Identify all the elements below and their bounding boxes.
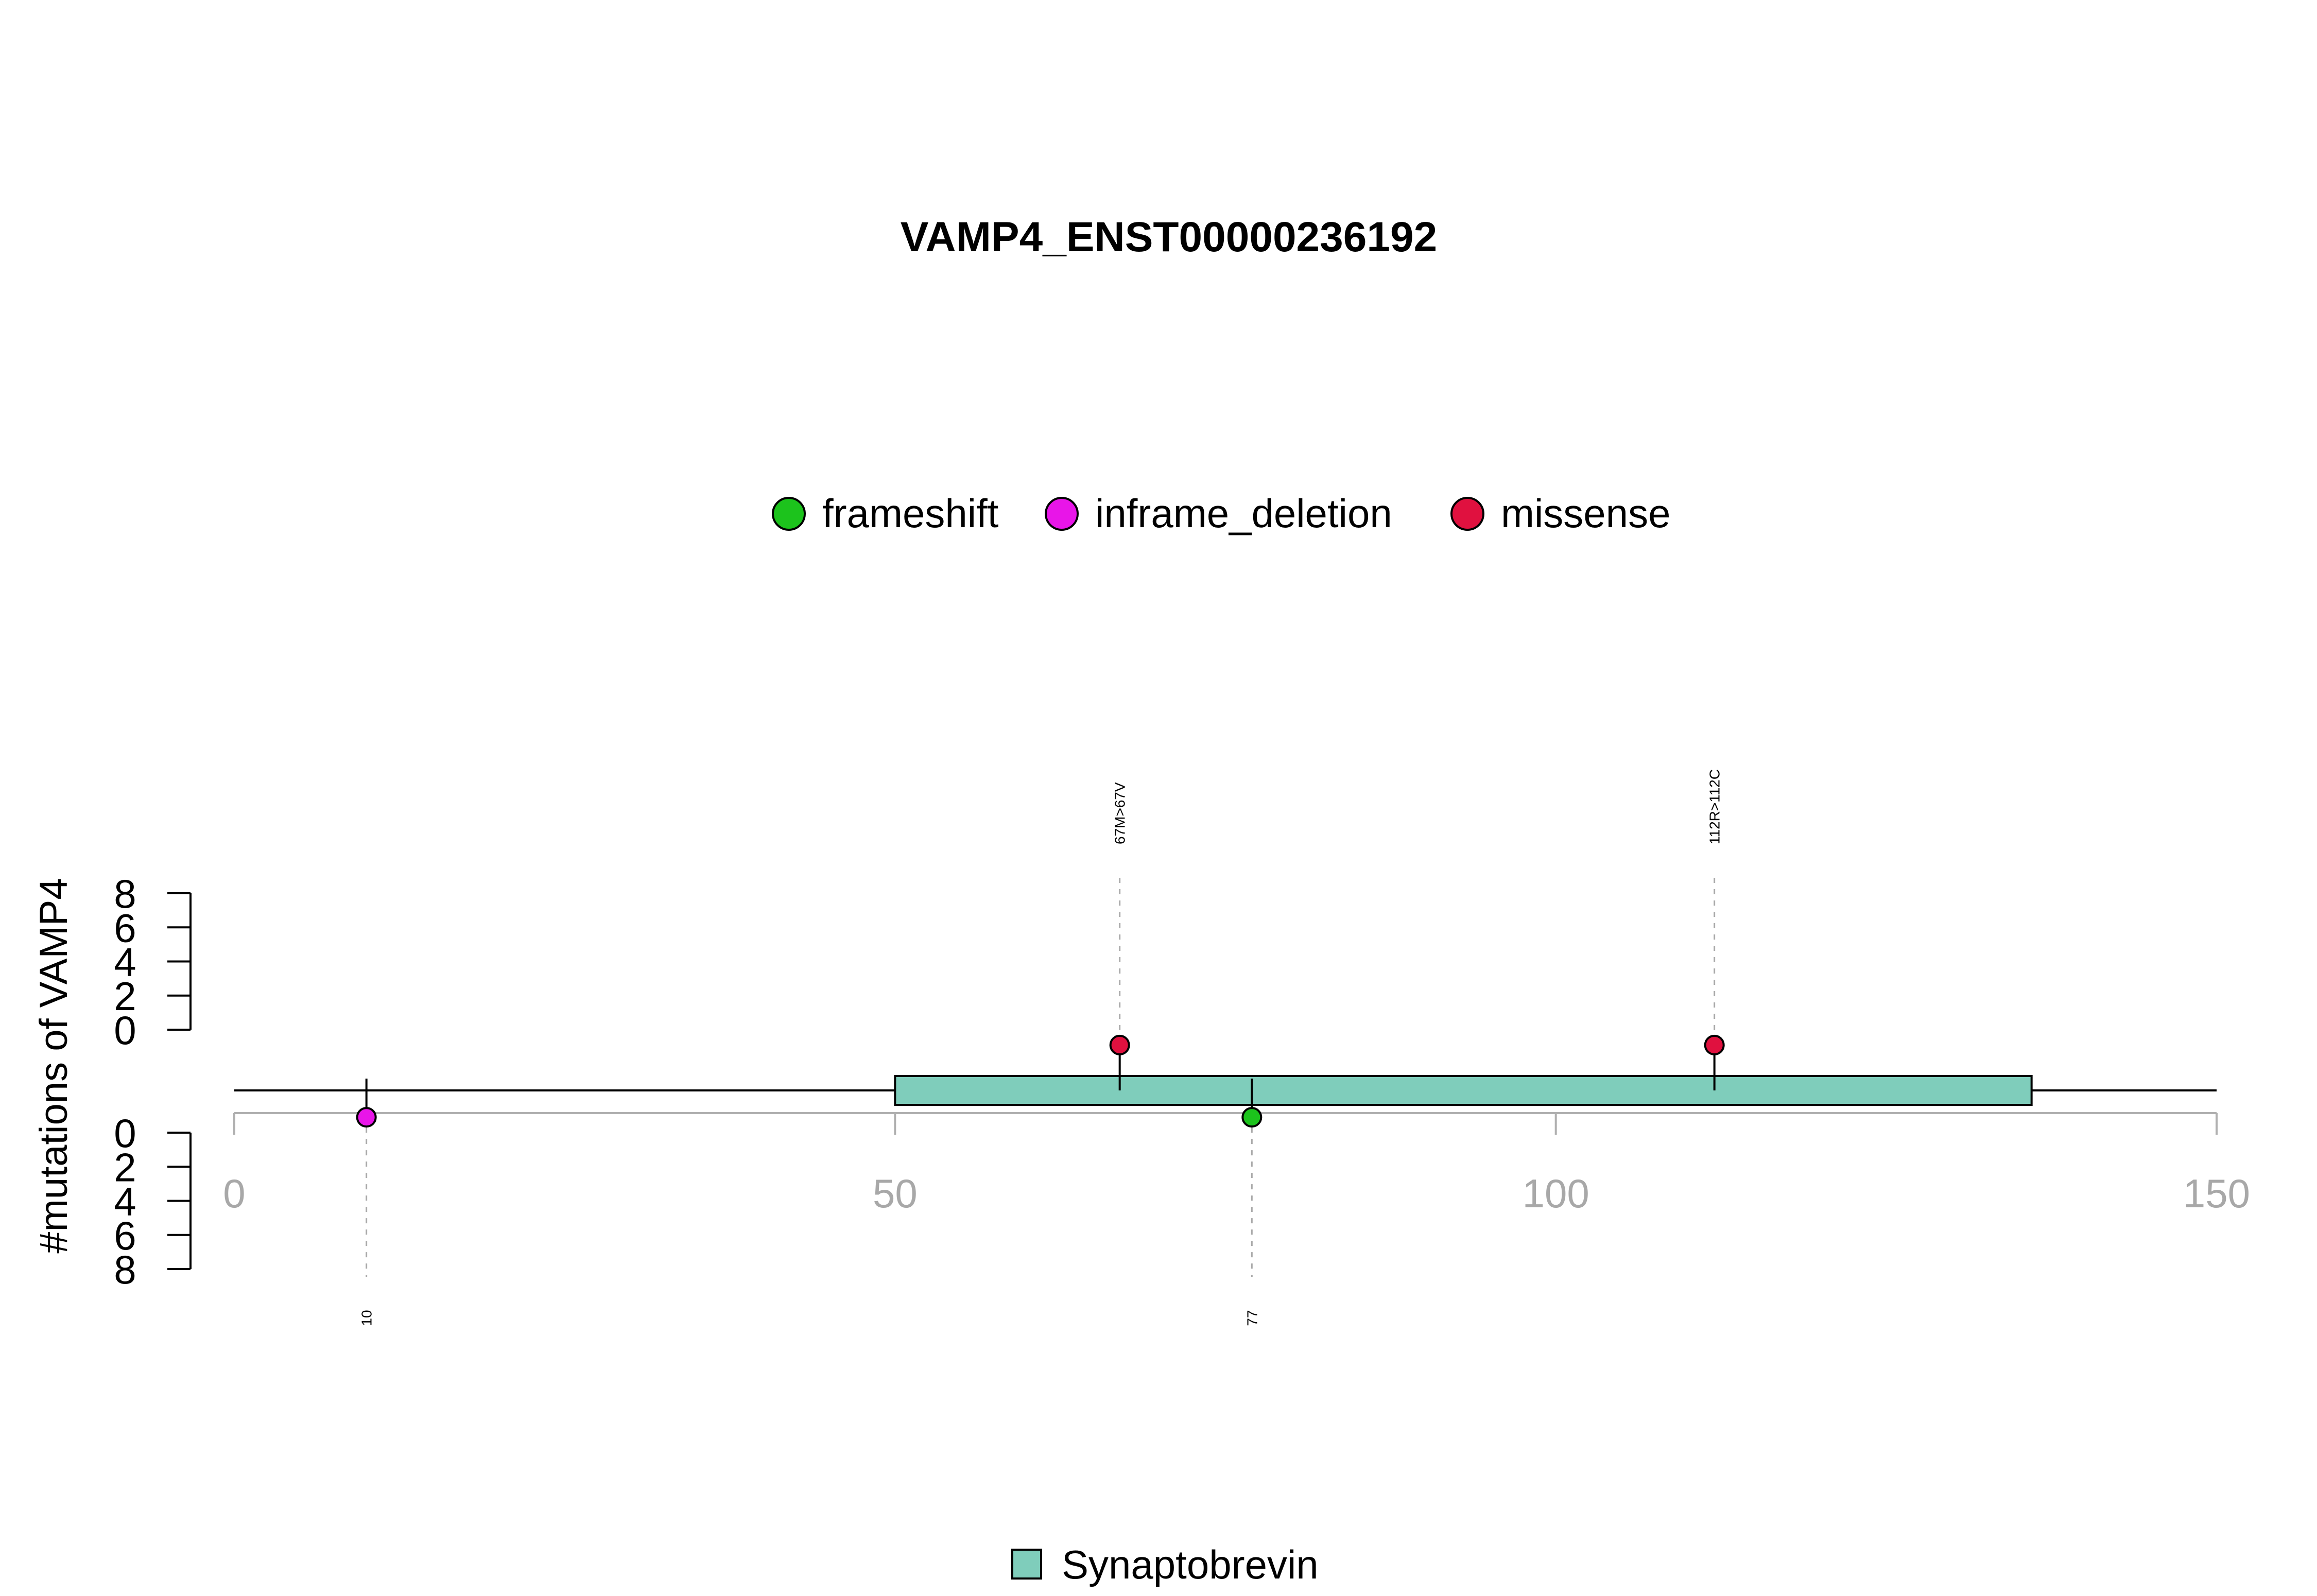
- mutation-point: [1704, 1034, 1725, 1055]
- mutation-label: 112R>112C: [1707, 769, 1723, 844]
- domain-legend-swatch: [1011, 1549, 1042, 1580]
- y-bottom-tick-label: 8: [114, 1247, 136, 1292]
- domain-layer: [894, 1075, 2033, 1106]
- y-top-tick-label: 6: [114, 905, 136, 950]
- x-tick-label: 50: [873, 1171, 918, 1216]
- x-axis: 0 50 100 150: [223, 1112, 2250, 1216]
- mutation-layer: 67M>67V 112R>112C 10 77: [356, 769, 1725, 1326]
- legend-swatch: [1450, 497, 1484, 531]
- y-axis-label: #mutations of VAMP4: [32, 878, 76, 1253]
- x-tick-label: 0: [223, 1171, 245, 1216]
- domain-legend: Synaptobrevin: [1011, 1542, 1319, 1587]
- y-top-tick-label: 4: [114, 940, 136, 985]
- legend-swatch: [1045, 497, 1079, 531]
- y-bottom-tick-label: 2: [114, 1144, 136, 1190]
- mutation-label: 67M>67V: [1112, 782, 1128, 844]
- x-tick-label: 100: [1523, 1171, 1589, 1216]
- domain-legend-label: Synaptobrevin: [1062, 1542, 1319, 1587]
- legend-item-missense: missense: [1450, 491, 1670, 536]
- mutation-112: 112R>112C: [1704, 769, 1725, 1090]
- legend-item-inframe-deletion: inframe_deletion: [1045, 491, 1392, 536]
- mutation-point: [1241, 1107, 1263, 1128]
- legend-label: frameshift: [822, 491, 999, 536]
- y-bottom-tick-label: 0: [114, 1111, 136, 1156]
- y-bottom-tick-label: 6: [114, 1213, 136, 1258]
- x-tick-label: 150: [2183, 1171, 2250, 1216]
- mutation-10: 10: [356, 1079, 377, 1326]
- y-top-tick-label: 2: [114, 974, 136, 1019]
- mutation-77: 77: [1241, 1079, 1263, 1326]
- domain-synaptobrevin: [894, 1075, 2033, 1106]
- y-top-tick-label: 0: [114, 1008, 136, 1053]
- y-top-tick-label: 8: [114, 871, 136, 916]
- mutation-label: 77: [1244, 1310, 1260, 1326]
- legend-label: missense: [1501, 491, 1670, 536]
- legend-item-frameshift: frameshift: [772, 491, 999, 536]
- legend-swatch: [772, 497, 806, 531]
- domain-legend-item: Synaptobrevin: [1011, 1542, 1319, 1587]
- mutation-point: [1109, 1034, 1130, 1055]
- mutation-type-legend: frameshift inframe_deletion missense: [772, 491, 1670, 536]
- chart-title: VAMP4_ENST00000236192: [901, 214, 1437, 261]
- mutation-67: 67M>67V: [1109, 782, 1130, 1090]
- mutation-point: [356, 1107, 377, 1128]
- mutation-label: 10: [359, 1310, 375, 1326]
- y-bottom-tick-label: 4: [114, 1179, 136, 1224]
- legend-label: inframe_deletion: [1095, 491, 1392, 536]
